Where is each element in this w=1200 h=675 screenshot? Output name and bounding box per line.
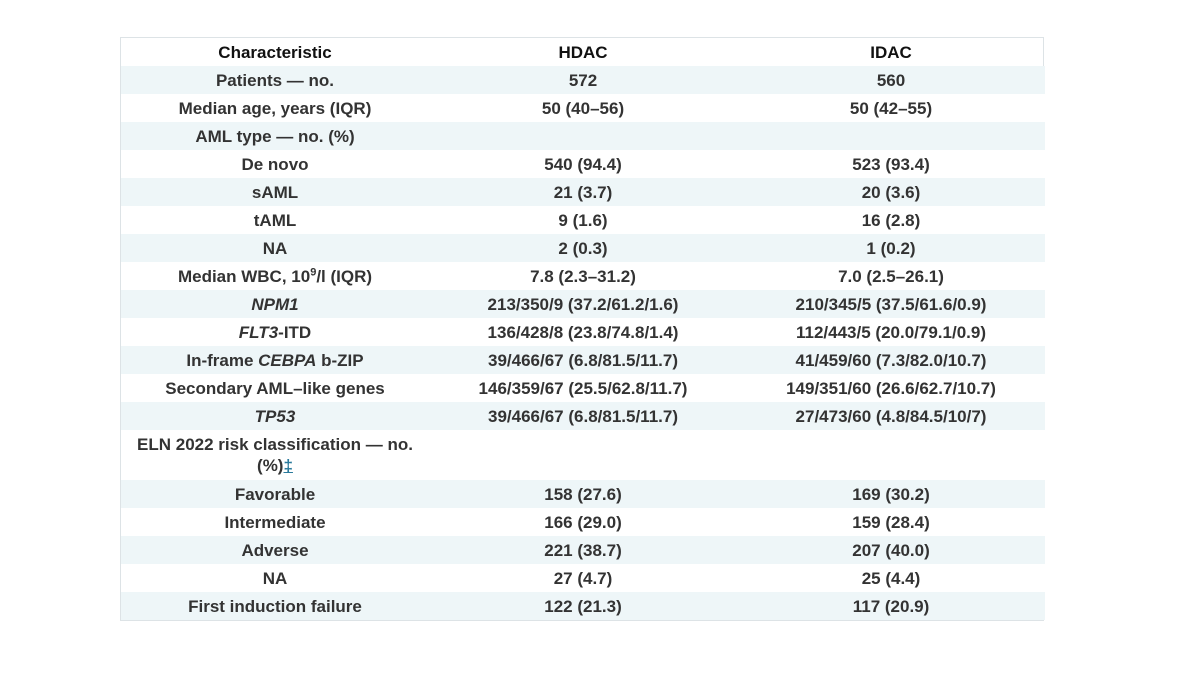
- gene-name: NPM1: [251, 294, 299, 314]
- idac-value: 25 (4.4): [861, 568, 921, 588]
- idac-value: 210/345/5 (37.5/61.6/0.9): [795, 294, 987, 314]
- table-row: Intermediate 166 (29.0) 159 (28.4): [121, 508, 1045, 536]
- row-label: NA: [262, 238, 288, 258]
- table-row: Favorable 158 (27.6) 169 (30.2): [121, 480, 1045, 508]
- header-row: Characteristic HDAC IDAC: [121, 38, 1045, 66]
- gene-name: FLT3: [238, 322, 279, 342]
- label-text: b-ZIP: [316, 350, 364, 370]
- idac-value: 159 (28.4): [852, 512, 930, 532]
- hdac-value: 213/350/9 (37.2/61.2/1.6): [487, 294, 679, 314]
- row-label: NPM1: [121, 290, 429, 318]
- table-row: In-frame CEBPA b-ZIP 39/466/67 (6.8/81.5…: [121, 346, 1045, 374]
- idac-value: 149/351/60 (26.6/62.7/10.7): [786, 378, 996, 398]
- hdac-value: 9 (1.6): [558, 210, 608, 230]
- row-label: tAML: [253, 210, 297, 230]
- table-row: NA 27 (4.7) 25 (4.4): [121, 564, 1045, 592]
- gene-name: TP53: [254, 406, 296, 426]
- table-row: sAML 21 (3.7) 20 (3.6): [121, 178, 1045, 206]
- hdac-value: 50 (40–56): [541, 98, 625, 118]
- idac-value: 41/459/60 (7.3/82.0/10.7): [795, 350, 987, 370]
- row-label: ELN 2022 risk classification — no. (%)‡: [121, 430, 429, 480]
- row-label: First induction failure: [188, 596, 362, 616]
- idac-value: 1 (0.2): [866, 238, 916, 258]
- table-row: AML type — no. (%): [121, 122, 1045, 150]
- table-row: ELN 2022 risk classification — no. (%)‡: [121, 430, 1045, 480]
- header-characteristic: Characteristic: [218, 42, 332, 62]
- row-label: Secondary AML–like genes: [165, 378, 385, 398]
- row-label: AML type — no. (%): [195, 126, 355, 146]
- table-row: TP53 39/466/67 (6.8/81.5/11.7) 27/473/60…: [121, 402, 1045, 430]
- table-row: Adverse 221 (38.7) 207 (40.0): [121, 536, 1045, 564]
- hdac-value: 572: [568, 70, 598, 90]
- header-idac: IDAC: [870, 42, 912, 62]
- idac-value: 7.0 (2.5–26.1): [838, 266, 944, 286]
- table-row: First induction failure 122 (21.3) 117 (…: [121, 592, 1045, 620]
- row-label: Patients — no.: [215, 70, 335, 90]
- label-text: -ITD: [278, 322, 312, 342]
- hdac-value: [429, 430, 737, 480]
- hdac-value: 39/466/67 (6.8/81.5/11.7): [488, 350, 678, 370]
- label-text: ELN 2022 risk classification — no. (%): [137, 435, 413, 475]
- idac-value: [737, 122, 1045, 150]
- label-text: In-frame: [186, 350, 259, 370]
- idac-value: [737, 430, 1045, 480]
- label-text: /l (IQR): [316, 266, 373, 286]
- idac-value: 117 (20.9): [852, 596, 930, 616]
- row-label: In-frame CEBPA b-ZIP: [121, 346, 429, 374]
- row-label: FLT3-ITD: [121, 318, 429, 346]
- label-text: Median WBC, 10: [177, 266, 311, 286]
- idac-value: 20 (3.6): [861, 182, 921, 202]
- table-row: FLT3-ITD 136/428/8 (23.8/74.8/1.4) 112/4…: [121, 318, 1045, 346]
- baseline-table: Characteristic HDAC IDAC Patients — no. …: [121, 38, 1045, 620]
- row-label: TP53: [121, 402, 429, 430]
- hdac-value: 27 (4.7): [553, 568, 613, 588]
- idac-value: 207 (40.0): [852, 540, 930, 560]
- idac-value: 27/473/60 (4.8/84.5/10/7): [795, 406, 987, 426]
- table-row: NA 2 (0.3) 1 (0.2): [121, 234, 1045, 262]
- table-header: Characteristic HDAC IDAC: [121, 38, 1045, 66]
- label-wrap: ELN 2022 risk classification — no. (%)‡: [130, 434, 420, 476]
- hdac-value: 7.8 (2.3–31.2): [530, 266, 636, 286]
- table-row: Median WBC, 109/l (IQR) 7.8 (2.3–31.2) 7…: [121, 262, 1045, 290]
- hdac-value: 136/428/8 (23.8/74.8/1.4): [487, 322, 679, 342]
- table-row: tAML 9 (1.6) 16 (2.8): [121, 206, 1045, 234]
- table-body: Patients — no. 572 560 Median age, years…: [121, 66, 1045, 620]
- table-row: Patients — no. 572 560: [121, 66, 1045, 94]
- characteristics-table: Characteristic HDAC IDAC Patients — no. …: [120, 37, 1045, 621]
- table-row: Secondary AML–like genes 146/359/67 (25.…: [121, 374, 1045, 402]
- hdac-value: 21 (3.7): [553, 182, 613, 202]
- hdac-value: 39/466/67 (6.8/81.5/11.7): [488, 406, 678, 426]
- hdac-value: 158 (27.6): [544, 484, 622, 504]
- table-row: NPM1 213/350/9 (37.2/61.2/1.6) 210/345/5…: [121, 290, 1045, 318]
- hdac-value: 2 (0.3): [558, 238, 608, 258]
- table-row: Median age, years (IQR) 50 (40–56) 50 (4…: [121, 94, 1045, 122]
- hdac-value: 146/359/67 (25.5/62.8/11.7): [478, 378, 688, 398]
- hdac-value: 540 (94.4): [544, 154, 622, 174]
- footnote-link[interactable]: ‡: [283, 456, 293, 475]
- idac-value: 112/443/5 (20.0/79.1/0.9): [796, 322, 986, 342]
- gene-name: CEBPA: [258, 350, 317, 370]
- hdac-value: 221 (38.7): [544, 540, 622, 560]
- idac-value: 560: [876, 70, 906, 90]
- hdac-value: [429, 122, 737, 150]
- idac-value: 169 (30.2): [852, 484, 930, 504]
- idac-value: 523 (93.4): [852, 154, 930, 174]
- table-row: De novo 540 (94.4) 523 (93.4): [121, 150, 1045, 178]
- idac-value: 16 (2.8): [861, 210, 921, 230]
- header-hdac: HDAC: [558, 42, 608, 62]
- row-label: sAML: [251, 182, 299, 202]
- hdac-value: 166 (29.0): [544, 512, 622, 532]
- idac-value: 50 (42–55): [849, 98, 933, 118]
- superscript: 9: [310, 265, 317, 278]
- row-label: NA: [262, 568, 288, 588]
- row-label: De novo: [241, 154, 309, 174]
- row-label: Median age, years (IQR): [178, 98, 372, 118]
- row-label: Adverse: [241, 540, 309, 560]
- row-label: Median WBC, 109/l (IQR): [121, 262, 429, 290]
- hdac-value: 122 (21.3): [544, 596, 622, 616]
- row-label: Intermediate: [224, 512, 326, 532]
- row-label: Favorable: [234, 484, 316, 504]
